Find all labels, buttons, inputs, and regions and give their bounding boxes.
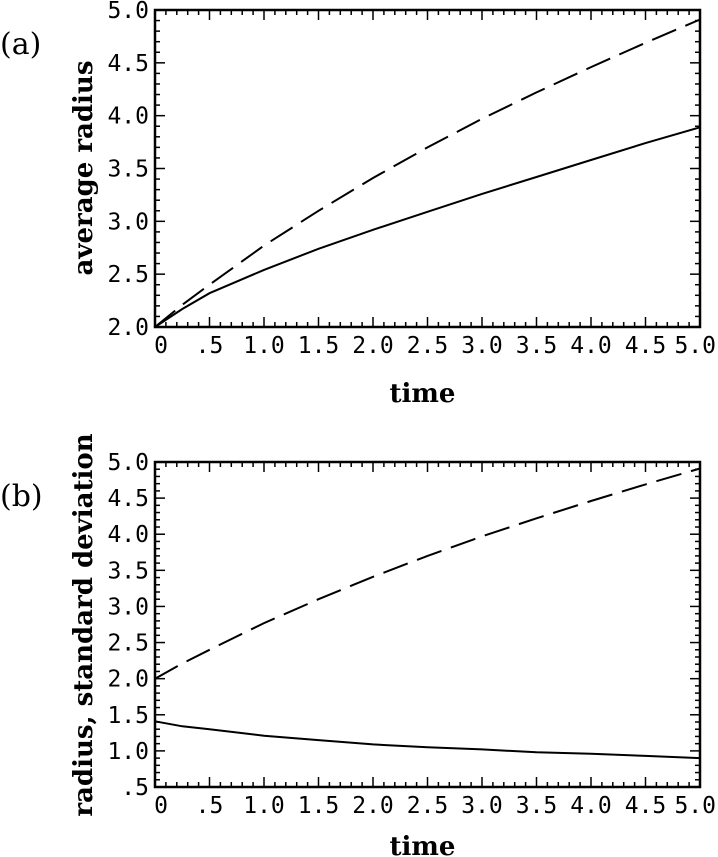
y-tick-label: 3.5 [107, 558, 149, 584]
x-tick-label: 1.5 [298, 333, 340, 359]
x-tick-label: 3.5 [516, 793, 558, 819]
panel-label: (a) [0, 27, 41, 62]
y-tick-label: 5.0 [107, 0, 149, 24]
solid-series-line [154, 720, 701, 760]
y-tick-label: 3.5 [107, 157, 149, 183]
y-tick-label: 1.5 [107, 703, 149, 729]
solid-series-line [154, 126, 701, 328]
plot-frame [153, 460, 702, 789]
y-tick-label: 2.5 [107, 631, 149, 657]
y-tick-label: 2.0 [107, 315, 149, 341]
x-tick-label: 4.0 [570, 793, 612, 819]
plot-frame [153, 8, 702, 329]
x-tick-label: 2.5 [407, 333, 449, 359]
x-tick-label: 1.0 [243, 793, 285, 819]
dashed-series-line [154, 467, 701, 680]
dashed-series-line [154, 18, 701, 328]
y-tick-label: 4.0 [107, 522, 149, 548]
x-tick-label: 3.0 [461, 333, 503, 359]
y-tick-label: 2.5 [107, 262, 149, 288]
y-tick-label: 4.5 [107, 51, 149, 77]
x-axis-title: time [390, 379, 456, 409]
y-axis-title: radius, standard deviation [69, 433, 99, 816]
y-tick-label: 2.0 [107, 667, 149, 693]
x-tick-label: 2.5 [407, 793, 449, 819]
x-tick-label: 3.5 [516, 333, 558, 359]
x-tick-label: 4.5 [625, 793, 667, 819]
x-tick-label: 0 [154, 793, 168, 819]
y-tick-label: 4.5 [107, 486, 149, 512]
panel-a: 0 .5 1.0 1.5 2.0 2.5 3.0 3.5 4.0 4.5 5.0 2.0 2.5 3.0 3… [0, 0, 716, 409]
y-axis-title: average radius [69, 61, 99, 276]
y-tick-label: 5.0 [107, 450, 149, 476]
y-tick-label: .5 [121, 775, 149, 801]
x-tick-label: .5 [196, 793, 224, 819]
x-tick-label: 4.0 [570, 333, 612, 359]
x-tick-label: 3.0 [461, 793, 503, 819]
panel-label: (b) [0, 479, 43, 514]
y-tick-label: 3.0 [107, 209, 149, 235]
x-tick-label: 1.5 [298, 793, 340, 819]
x-tick-label: 5.0 [674, 333, 716, 359]
x-tick-label: 2.0 [352, 333, 394, 359]
y-tick-label: 1.0 [107, 739, 149, 765]
x-tick-label: 2.0 [352, 793, 394, 819]
x-tick-label: .5 [196, 333, 224, 359]
x-tick-label: 0 [154, 333, 168, 359]
x-tick-label: 1.0 [243, 333, 285, 359]
x-tick-label: 4.5 [625, 333, 667, 359]
x-tick-label: 5.0 [674, 793, 716, 819]
panel-b: 0.5 1.0 1.5 2.0 2.5 3.0 3.5 4.0 4.5 5.0.51.01.52.… [0, 433, 716, 857]
x-axis-title: time [390, 832, 456, 857]
y-tick-label: 4.0 [107, 104, 149, 130]
y-tick-label: 3.0 [107, 594, 149, 620]
